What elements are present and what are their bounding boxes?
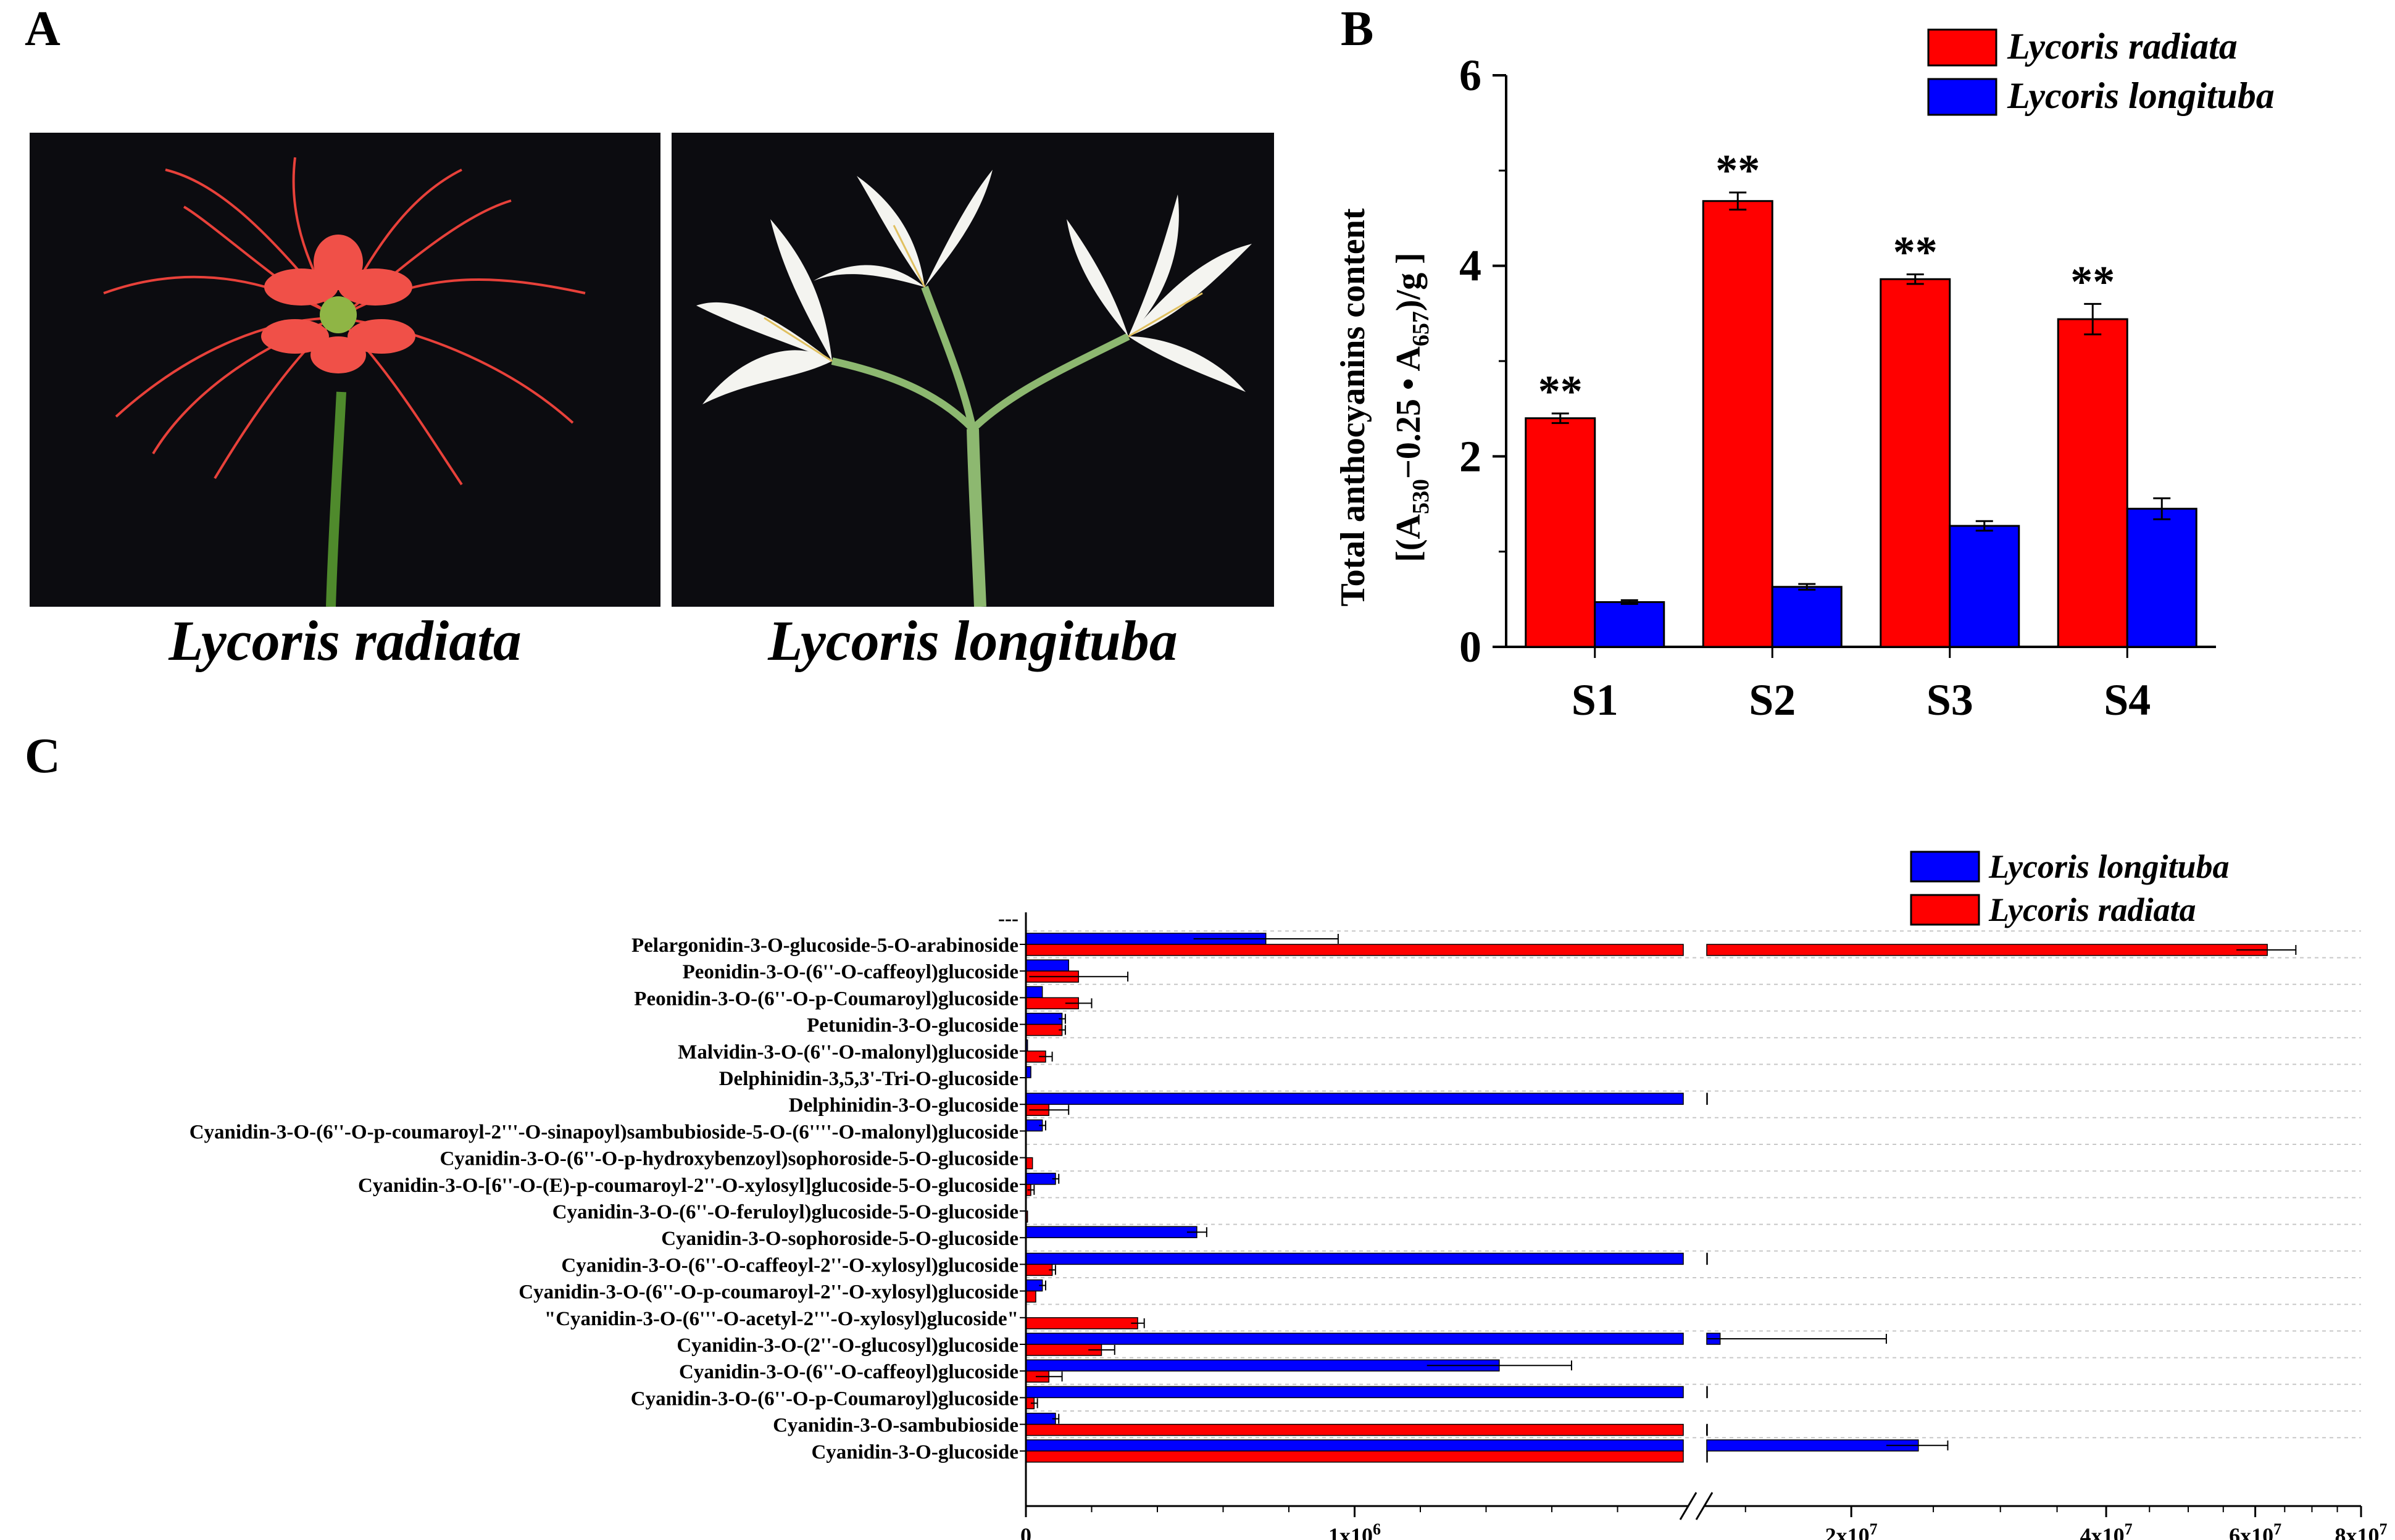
chart-c-category-label: Malvidin-3-O-(6''-O-malonyl)glucoside (678, 1041, 1018, 1063)
chart-c-axis-break-mark (1695, 1492, 1714, 1520)
legend-label-radiata-c: Lycoris radiata (1988, 891, 2196, 928)
chart-c-bar (1025, 1439, 1684, 1452)
legend-swatch-longituba-c (1910, 851, 1980, 883)
chart-c-bar (1025, 986, 1043, 999)
chart-b-x-tick-label: S4 (2104, 675, 2151, 725)
chart-c-category-label: Delphinidin-3-O-glucoside (789, 1094, 1018, 1117)
chart-c-category-label: Cyanidin-3-O-(6''-O-feruloyl)glucoside-5… (552, 1201, 1018, 1223)
chart-c-bar (1025, 1451, 1684, 1463)
chart-b-bar (2126, 507, 2197, 648)
chart-c-category-label: Cyanidin-3-O-(6''-O-p-hydroxybenzoyl)sop… (439, 1148, 1018, 1170)
chart-c-bar (1025, 1226, 1198, 1238)
chart-c-bar (1025, 1317, 1138, 1330)
chart-b-bar (1880, 278, 1951, 648)
chart-b-significance-label: ** (1715, 146, 1760, 195)
chart-c-labels: Pelargonidin-3-O-glucoside-5-O-arabinosi… (190, 908, 2388, 1540)
caption-lycoris-radiata: Lycoris radiata (169, 609, 522, 672)
chart-c-bar (1025, 1173, 1056, 1185)
chart-c-axes (1020, 912, 2362, 1520)
chart-c-category-label: Cyanidin-3-O-(6''-O-caffeoyl-2''-O-xylos… (561, 1254, 1018, 1276)
chart-c-category-label: Cyanidin-3-O-(2''-O-glucosyl)glucoside (677, 1334, 1018, 1357)
legend-swatch-radiata-c (1910, 894, 1980, 926)
chart-c-category-label: Cyanidin-3-O-glucoside (811, 1441, 1018, 1463)
chart-b-x-tick-label: S1 (1572, 675, 1618, 725)
chart-c-bar (1025, 1290, 1036, 1303)
chart-b-bar (1949, 525, 2020, 648)
chart-c-bar (1025, 1423, 1684, 1436)
chart-b-y-tick-label: 2 (1459, 431, 1481, 481)
chart-c-category-label: Delphinidin-3,5,3'-Tri-O-glucoside (719, 1068, 1018, 1090)
chart-c-category-label: Cyanidin-3-O-(6''-O-p-coumaroyl-2'''-O-s… (190, 1121, 1018, 1143)
chart-b-bar (1771, 586, 1843, 648)
chart-c-x-tick-label: 4x107 (2080, 1520, 2133, 1540)
chart-b-significance-label: ** (1538, 367, 1583, 416)
chart-c-category-label: "Cyanidin-3-O-(6'''-O-acetyl-2'''-O-xylo… (544, 1308, 1018, 1330)
chart-b-y-tick-label: 0 (1459, 622, 1481, 672)
legend-swatch-radiata (1927, 28, 1997, 67)
chart-c-bar (1025, 1093, 1684, 1105)
chart-c-bar (1025, 1252, 1684, 1265)
chart-b-bar (2057, 318, 2128, 648)
chart-b-bar (1702, 200, 1773, 648)
chart-c-bar (1025, 1386, 1684, 1399)
panel-label-b: B (1341, 2, 1374, 56)
chart-c-bar (1025, 1333, 1684, 1345)
red-spider-lily-illustration (30, 133, 660, 607)
chart-c-x-tick-label: 8x107 (2335, 1520, 2388, 1540)
chart-c-bar (1025, 1412, 1056, 1425)
chart-b-y-axis-unit: [(A530−0.25 • A657)/g ] (1389, 252, 1434, 562)
panel-label-a: A (25, 2, 60, 56)
chart-c-bar (1025, 959, 1069, 972)
chart-c-category-label: Cyanidin-3-O-(6''-O-p-Coumaroyl)glucosid… (631, 1388, 1018, 1410)
chart-b-y-tick-label: 6 (1459, 51, 1481, 100)
chart-b-labels: 0 2 4 6 S1 ** S2 ** S3 ** S4 ** (1459, 51, 2151, 725)
photo-lycoris-longituba (672, 133, 1274, 607)
chart-c-bar (1025, 1012, 1063, 1025)
chart-c-category-label: Peonidin-3-O-(6''-O-p-Coumaroyl)glucosid… (634, 988, 1018, 1010)
chart-c-axis-break-mark (1679, 1492, 1697, 1520)
chart-c-category-label: Cyanidin-3-O-(6''-O-p-coumaroyl-2''-O-xy… (519, 1281, 1018, 1304)
chart-c-category-label: Cyanidin-3-O-(6''-O-caffeoyl)glucoside (679, 1361, 1018, 1383)
chart-c-top-tick-label: --- (998, 908, 1018, 930)
chart-c-gridlines (1026, 930, 2361, 1439)
chart-b-y-axis-title: Total anthocyanins content (1334, 208, 1372, 607)
chart-c-category-label: Cyanidin-3-O-sophoroside-5-O-glucoside (661, 1228, 1018, 1250)
chart-b-bars (1525, 191, 2197, 648)
white-lily-illustration (672, 133, 1274, 607)
caption-lycoris-longituba: Lycoris longituba (768, 609, 1178, 672)
chart-c-category-label: Peonidin-3-O-(6''-O-caffeoyl)glucoside (683, 961, 1018, 983)
panel-label-c: C (25, 729, 60, 783)
chart-c-bar (1025, 1157, 1033, 1170)
chart-c-bars (1025, 933, 2297, 1463)
chart-c-x-tick-label: 0 (1020, 1523, 1031, 1540)
chart-c-legend: Lycoris longituba Lycoris radiata (1910, 848, 2230, 928)
chart-b-legend: Lycoris radiata Lycoris longituba (1927, 26, 2275, 116)
chart-c-category-label: Pelargonidin-3-O-glucoside-5-O-arabinosi… (631, 934, 1018, 957)
chart-b-significance-label: ** (1893, 228, 1938, 277)
chart-c-bar (1025, 1023, 1063, 1036)
chart-c-bar (1025, 944, 1684, 956)
chart-b-x-tick-label: S2 (1749, 675, 1796, 725)
legend-label-longituba: Lycoris longituba (2007, 75, 2275, 116)
chart-b-significance-label: ** (2070, 257, 2115, 306)
chart-c-bar (1706, 944, 2268, 956)
chart-c-x-tick-label: 1x106 (1328, 1520, 1381, 1540)
legend-label-radiata: Lycoris radiata (2007, 26, 2238, 67)
photo-lycoris-radiata (30, 133, 660, 607)
chart-c-bar (1025, 1263, 1053, 1276)
chart-b-bar (1525, 417, 1596, 648)
chart-b-y-tick-label: 4 (1459, 241, 1481, 291)
chart-c-category-label: Petunidin-3-O-glucoside (807, 1015, 1018, 1037)
chart-c-x-tick-label: 2x107 (1825, 1520, 1878, 1540)
legend-swatch-longituba (1927, 78, 1997, 116)
chart-b-x-tick-label: S3 (1926, 675, 1973, 725)
legend-label-longituba-c: Lycoris longituba (1988, 848, 2230, 885)
chart-c-category-label: Cyanidin-3-O-sambubioside (773, 1415, 1018, 1437)
chart-c-category-label: Cyanidin-3-O-[6''-O-(E)-p-coumaroyl-2''-… (358, 1175, 1018, 1197)
chart-c-x-tick-label: 6x107 (2229, 1520, 2281, 1540)
anthocyanin-content-chart: 0 2 4 6 S1 ** S2 ** S3 ** S4 ** Total anthocyanins … (1334, 26, 2275, 725)
